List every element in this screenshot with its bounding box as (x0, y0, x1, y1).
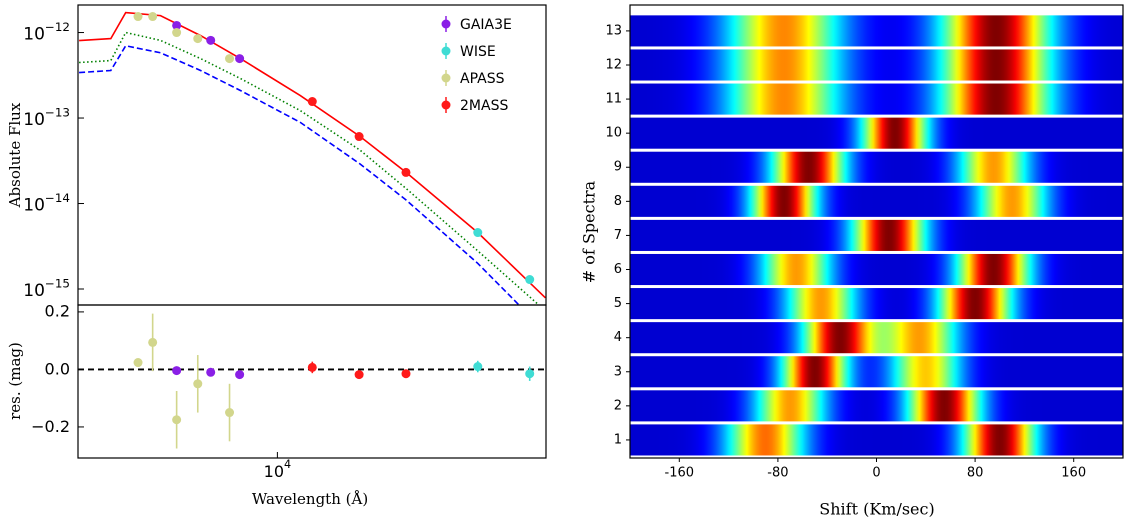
tick-label: 4 (614, 330, 622, 345)
data-point (193, 379, 203, 389)
tick-label: 10−15 (23, 276, 70, 301)
spectrum-strip (630, 83, 1123, 115)
spectrum-strip (630, 49, 1123, 81)
tick-label: 13 (605, 23, 622, 38)
tick-base: 10 (23, 110, 45, 130)
legend-label: 2MASS (460, 98, 508, 114)
data-point (133, 12, 143, 22)
spectrum-strip (630, 322, 1123, 354)
data-point (225, 54, 235, 64)
tick-label: 12 (605, 57, 622, 72)
spectrum-strip (630, 151, 1123, 183)
y-axis-label: Absolute Flux (6, 102, 24, 208)
tick-label: 0 (872, 466, 880, 481)
tick-label: 11 (605, 92, 622, 107)
tick-exponent: −15 (45, 276, 70, 290)
tick-label: 8 (614, 194, 622, 209)
tick-base: 10 (23, 196, 45, 216)
data-point (235, 370, 245, 380)
spectrum-strip (630, 424, 1123, 456)
tick-label: 3 (614, 364, 622, 379)
tick-label: 9 (614, 160, 622, 175)
tick-label: 10 (605, 126, 622, 141)
x-axis-label: Wavelength (Å) (252, 490, 368, 508)
tick-label: −0.2 (31, 416, 70, 435)
y-axis-label: res. (mag) (6, 342, 24, 420)
axes-frame (629, 4, 1124, 459)
spectrum-strip (630, 219, 1123, 251)
spectrum-strip (630, 15, 1123, 47)
tick-label: -80 (767, 466, 788, 481)
data-point (206, 367, 216, 377)
spectrum-strip (630, 288, 1123, 320)
data-point (172, 20, 182, 30)
tick-base: 10 (23, 281, 45, 301)
model-line (79, 44, 521, 305)
data-point (193, 34, 203, 44)
x-axis-label: Shift (Km/sec) (819, 500, 934, 519)
tick-label: 10−12 (23, 19, 70, 44)
data-point (172, 28, 182, 38)
tick-label: 104 (264, 458, 291, 481)
spectrum-strip (630, 356, 1123, 388)
tick-label: 7 (614, 228, 622, 243)
data-point (307, 362, 317, 372)
data-point (307, 97, 317, 107)
tick-base: 10 (23, 25, 45, 45)
data-point (354, 132, 364, 142)
tick-label: 1 (614, 432, 622, 447)
tick-exponent: −13 (45, 105, 70, 119)
tick-label: 5 (614, 296, 622, 311)
data-point (525, 369, 535, 379)
data-point (401, 369, 411, 379)
tick-label: -160 (665, 466, 695, 481)
legend-label: APASS (460, 71, 505, 87)
data-point (148, 12, 158, 22)
data-point (133, 358, 143, 368)
spectrum-strip (630, 390, 1123, 422)
tick-label: 6 (614, 262, 622, 277)
tick-label: 10−14 (23, 190, 70, 215)
tick-exponent: 4 (284, 458, 291, 471)
data-point (354, 370, 364, 380)
tick-base: −0.2 (31, 416, 70, 435)
data-point (235, 54, 245, 64)
tick-label: 2 (614, 398, 622, 413)
legend-marker (441, 73, 451, 83)
tick-label: 10−13 (23, 105, 70, 130)
data-point (473, 228, 483, 238)
data-point (225, 408, 235, 418)
model-line (79, 31, 541, 305)
spectrum-strip (630, 253, 1123, 286)
y-axis-label: # of Spectra (580, 180, 599, 283)
data-point (206, 35, 216, 45)
data-point (172, 366, 182, 376)
spectrum-strip (630, 117, 1123, 149)
legend-label: WISE (460, 44, 496, 60)
tick-label: 0.0 (45, 359, 70, 378)
tick-base: 10 (264, 462, 284, 481)
data-point (172, 415, 182, 425)
spectrum-strip (630, 185, 1123, 217)
axes-frame (77, 304, 547, 459)
tick-label: 80 (967, 466, 984, 481)
legend-marker (441, 46, 451, 56)
tick-label: 160 (1061, 466, 1086, 481)
tick-exponent: −12 (45, 19, 70, 33)
data-point (473, 362, 483, 372)
legend-marker (441, 100, 451, 110)
tick-label: 0.2 (45, 301, 70, 320)
data-point (525, 275, 535, 285)
data-point (148, 337, 158, 347)
legend-marker (441, 19, 451, 29)
data-point (401, 167, 411, 177)
tick-exponent: −14 (45, 190, 70, 204)
tick-base: 0.0 (45, 359, 70, 378)
legend-label: GAIA3E (460, 17, 512, 33)
